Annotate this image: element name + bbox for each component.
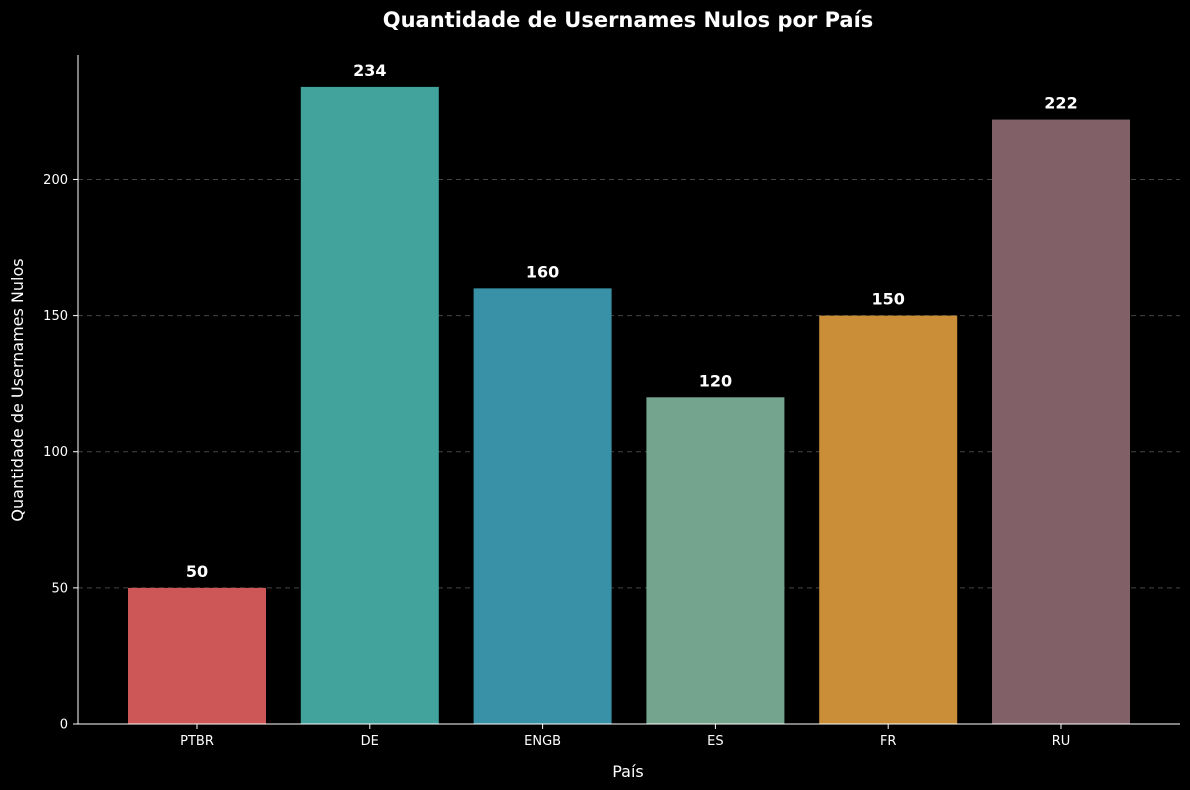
bar-value-label: 120: [699, 371, 732, 390]
bar-ptbr: [128, 587, 266, 724]
bar-engb: [473, 288, 612, 724]
bar-value-label: 150: [871, 290, 904, 309]
x-tick-label: ES: [707, 734, 723, 749]
data-labels: 50 234 160 120 150 222: [186, 61, 1078, 581]
y-tick-label: 100: [43, 445, 68, 460]
y-tick-label: 0: [60, 718, 68, 733]
x-tick-label: RU: [1052, 734, 1071, 749]
x-tick-label: ENGB: [524, 734, 561, 749]
y-axis-label: Quantidade de Usernames Nulos: [8, 258, 27, 521]
bar-value-label: 50: [186, 562, 208, 581]
bar-de: [300, 86, 439, 725]
x-tick-label: PTBR: [180, 734, 214, 749]
bar-ru: [992, 119, 1130, 724]
bar-fr: [819, 315, 958, 724]
chart-title: Quantidade de Usernames Nulos por País: [383, 8, 874, 32]
bar-value-label: 222: [1044, 94, 1077, 113]
y-tick-label: 150: [43, 309, 68, 324]
bar-value-label: 234: [353, 61, 386, 80]
bar-es: [646, 397, 785, 724]
bar-value-label: 160: [526, 262, 559, 281]
x-axis-label: País: [612, 762, 644, 781]
x-tick-label: DE: [361, 734, 379, 749]
y-ticks: 0 50 100 150 200: [43, 173, 78, 733]
x-tick-label: FR: [880, 734, 897, 749]
bars: [128, 86, 1130, 725]
y-tick-label: 200: [43, 173, 68, 188]
x-ticks: PTBR DE ENGB ES FR RU: [180, 724, 1070, 749]
y-tick-label: 50: [51, 581, 68, 596]
